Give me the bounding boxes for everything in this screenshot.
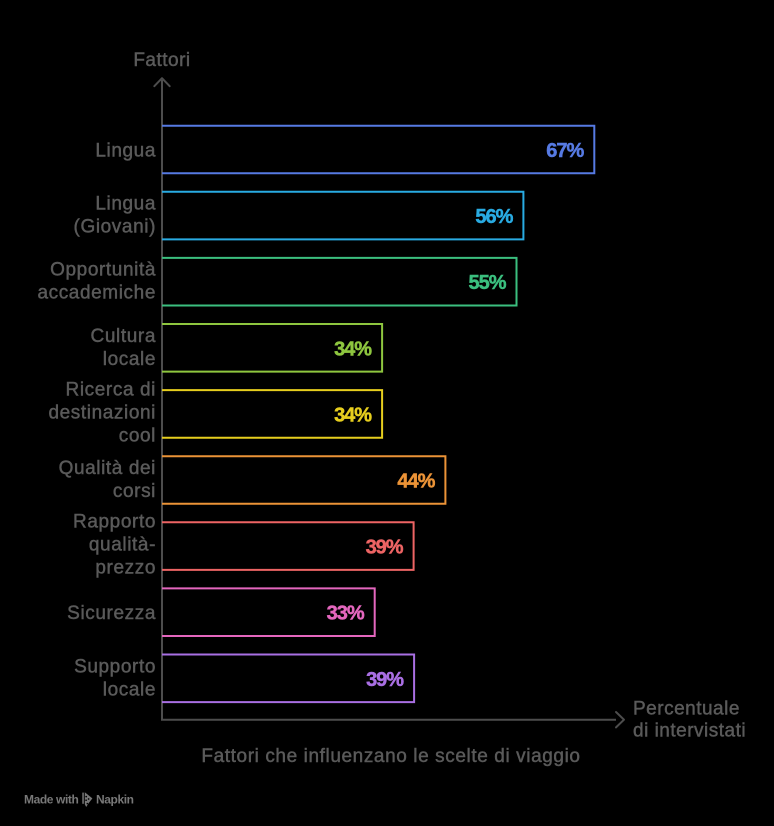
svg-text:39%: 39%: [366, 669, 404, 691]
svg-text:39%: 39%: [366, 537, 404, 559]
svg-text:34%: 34%: [334, 404, 372, 426]
svg-text:Made with: Made with: [24, 793, 78, 807]
svg-text:Napkin: Napkin: [96, 793, 134, 807]
svg-text:Fattori che influenzano le sce: Fattori che influenzano le scelte di via…: [201, 746, 580, 767]
svg-text:55%: 55%: [468, 272, 506, 294]
svg-text:Lingua(Giovani): Lingua (Giovani): [74, 194, 156, 238]
svg-text:33%: 33%: [327, 603, 365, 625]
svg-text:44%: 44%: [397, 471, 435, 493]
svg-text:34%: 34%: [334, 338, 372, 360]
svg-text:Lingua: Lingua: [95, 141, 156, 162]
svg-text:Fattori: Fattori: [133, 50, 190, 71]
svg-text:56%: 56%: [475, 206, 513, 228]
svg-text:67%: 67%: [546, 140, 584, 162]
svg-text:Sicurezza: Sicurezza: [67, 603, 156, 624]
